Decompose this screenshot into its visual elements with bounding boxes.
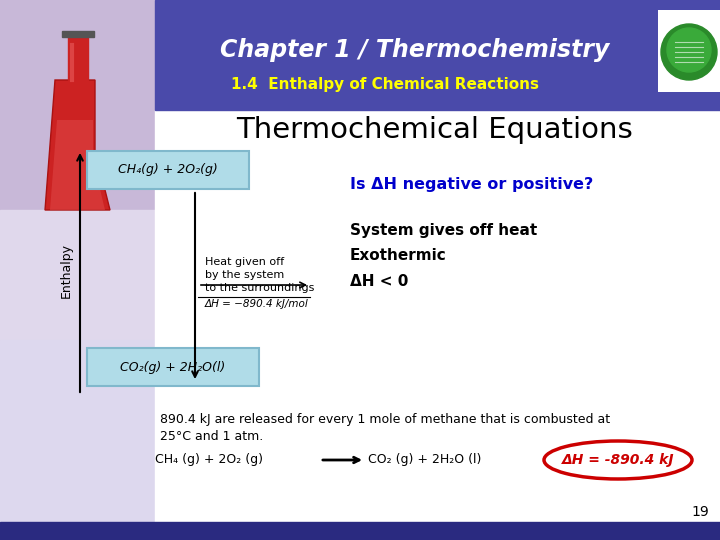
FancyBboxPatch shape xyxy=(87,151,249,189)
Bar xyxy=(155,110,720,525)
Bar xyxy=(0,0,155,210)
Text: CH₄(g) + 2O₂(g): CH₄(g) + 2O₂(g) xyxy=(118,164,218,177)
Text: ΔH < 0: ΔH < 0 xyxy=(350,274,408,289)
Bar xyxy=(0,210,155,340)
Text: 25°C and 1 atm.: 25°C and 1 atm. xyxy=(160,429,264,442)
Text: by the system: by the system xyxy=(205,270,284,280)
Text: Is ΔH negative or positive?: Is ΔH negative or positive? xyxy=(350,178,593,192)
Circle shape xyxy=(667,28,711,72)
Text: 890.4 kJ are released for every 1 mole of methane that is combusted at: 890.4 kJ are released for every 1 mole o… xyxy=(160,414,610,427)
Bar xyxy=(0,340,155,540)
Bar xyxy=(62,31,94,37)
Text: Exothermic: Exothermic xyxy=(350,247,446,262)
Text: to the surroundings: to the surroundings xyxy=(205,283,315,293)
FancyBboxPatch shape xyxy=(87,348,259,386)
Text: ΔH = -890.4 kJ: ΔH = -890.4 kJ xyxy=(562,453,674,467)
Polygon shape xyxy=(45,80,110,210)
Text: CH₄ (g) + 2O₂ (g): CH₄ (g) + 2O₂ (g) xyxy=(155,454,263,467)
Text: Thermochemical Equations: Thermochemical Equations xyxy=(237,116,634,144)
Bar xyxy=(0,0,155,540)
Text: ΔH = −890.4 kJ/mol: ΔH = −890.4 kJ/mol xyxy=(205,299,309,309)
Text: 19: 19 xyxy=(691,505,709,519)
Text: 1.4  Enthalpy of Chemical Reactions: 1.4 Enthalpy of Chemical Reactions xyxy=(231,78,539,92)
Bar xyxy=(0,522,720,540)
Bar xyxy=(155,0,720,110)
Polygon shape xyxy=(50,120,105,210)
Text: Heat given off: Heat given off xyxy=(205,257,284,267)
Text: CO₂(g) + 2H₂O(l): CO₂(g) + 2H₂O(l) xyxy=(120,361,225,374)
Bar xyxy=(658,10,720,92)
Bar xyxy=(68,35,88,80)
Ellipse shape xyxy=(544,441,692,479)
Text: CO₂ (g) + 2H₂O (l): CO₂ (g) + 2H₂O (l) xyxy=(368,454,482,467)
Text: Enthalpy: Enthalpy xyxy=(60,242,73,298)
Circle shape xyxy=(661,24,717,80)
Text: System gives off heat: System gives off heat xyxy=(350,222,537,238)
Text: Chapter 1 / Thermochemistry: Chapter 1 / Thermochemistry xyxy=(220,38,610,62)
